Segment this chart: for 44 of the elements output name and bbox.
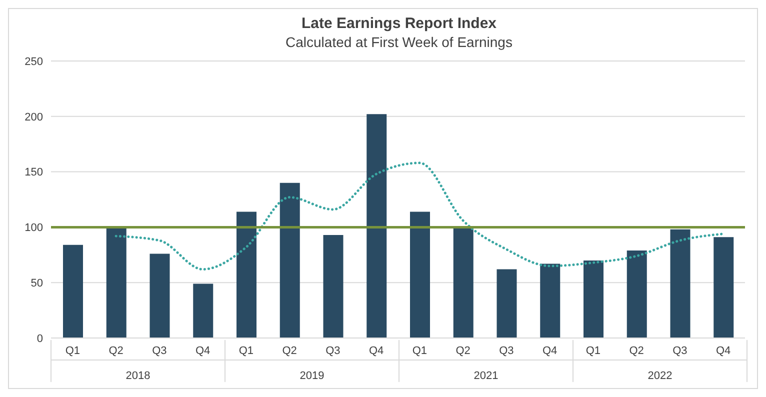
x-tick-label: Q1: [412, 344, 428, 357]
bar: [150, 254, 170, 338]
x-tick-label: Q2: [629, 344, 644, 357]
x-tick-label: Q2: [108, 344, 124, 357]
y-tick-label: 100: [24, 222, 43, 234]
bar: [496, 269, 517, 338]
bar: [453, 228, 474, 338]
bar: [670, 229, 690, 338]
y-tick-label: 0: [36, 332, 43, 345]
bar: [584, 260, 604, 338]
chart-title: Late Earnings Report Index: [300, 15, 498, 32]
line-series: [114, 162, 725, 271]
x-tick-label: Q4: [716, 344, 731, 357]
text: 2021: [474, 370, 498, 382]
bar: [236, 212, 256, 338]
chart-subtitle: Calculated at First Week of Earnings: [284, 34, 514, 50]
bar: [63, 244, 83, 338]
x-tick-label: Q3: [152, 344, 167, 357]
x-tick-label: Q3: [499, 344, 514, 357]
y-tick-label: 150: [24, 166, 43, 179]
x-tick-label: Q3: [672, 344, 688, 357]
bar: [323, 234, 344, 338]
bar: [366, 114, 387, 338]
bar: [540, 264, 560, 338]
bar: [193, 284, 214, 338]
y-tick-label: 250: [24, 56, 43, 68]
x-tick-label: Q3: [326, 344, 340, 357]
bar: [626, 250, 647, 338]
x-tick-label: Q4: [368, 344, 384, 357]
x-tick-label: Q4: [542, 344, 558, 357]
x-tick-label: Q4: [195, 344, 210, 357]
y-tick-label: 200: [24, 111, 43, 124]
x-tick-label: Q1: [238, 344, 254, 357]
text: 2019: [300, 370, 324, 382]
x-tick-label: Q2: [282, 344, 297, 357]
y-tick-label: 50: [30, 278, 43, 290]
bar: [410, 212, 430, 338]
x-tick-label: Q1: [586, 344, 601, 357]
text: 2018: [126, 370, 150, 382]
x-tick-label: Q1: [65, 344, 80, 357]
text: 2022: [648, 370, 672, 382]
bar: [714, 237, 734, 338]
x-tick-label: Q2: [456, 344, 470, 357]
bar: [280, 182, 300, 338]
